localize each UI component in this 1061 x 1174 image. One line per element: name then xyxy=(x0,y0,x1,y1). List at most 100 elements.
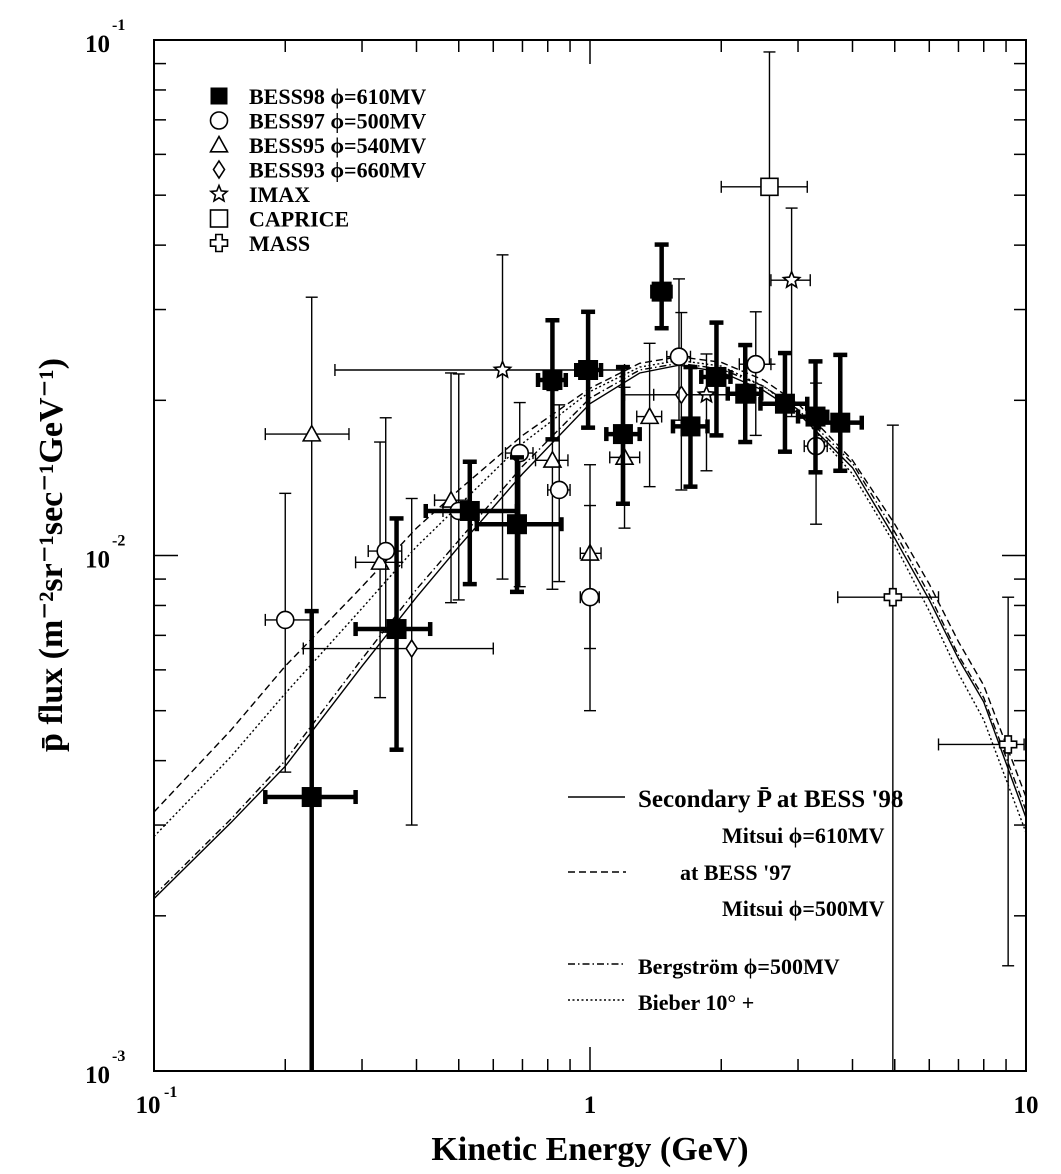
data-point xyxy=(535,317,569,442)
legend-item: BESS95 ϕ=540MV xyxy=(209,133,426,158)
legend-label: CAPRICE xyxy=(249,207,349,232)
data-point xyxy=(738,311,772,437)
open-star-marker xyxy=(696,384,717,404)
legend-label: BESS97 ϕ=500MV xyxy=(249,109,426,134)
filled-square-marker xyxy=(386,619,407,640)
filled-square-marker xyxy=(612,424,633,445)
legend-item: IMAX xyxy=(208,182,310,207)
y-axis-title: p̄ flux (m⁻²sr⁻¹sec⁻¹GeV⁻¹) xyxy=(33,358,70,752)
data-point xyxy=(474,455,564,595)
filled-square-marker xyxy=(542,370,563,391)
filled-square-marker xyxy=(301,787,322,808)
data-point xyxy=(423,459,520,587)
legend-label: MASS xyxy=(249,231,310,256)
data-point xyxy=(353,516,433,752)
data-point xyxy=(795,359,830,475)
legend-item: BESS97 ϕ=500MV xyxy=(209,109,426,134)
filled-square-marker xyxy=(680,416,701,437)
model-legend-sublabel: Mitsui ϕ=500MV xyxy=(722,896,885,921)
filled-square-marker xyxy=(651,281,672,302)
y-tick-exponent: -1 xyxy=(112,17,125,34)
legend-label: BESS93 ϕ=660MV xyxy=(249,158,426,183)
legend-item: CAPRICE xyxy=(209,207,349,232)
y-tick-label: 10 xyxy=(85,31,110,58)
data-point xyxy=(264,492,313,773)
model-legend-label: Secondary P̄ at BESS '98 xyxy=(638,786,903,813)
data-point xyxy=(547,404,571,583)
filled-square-marker xyxy=(506,514,527,535)
open-star-marker xyxy=(492,359,513,379)
open-triangle-marker xyxy=(370,552,390,570)
data-point xyxy=(623,311,749,491)
data-point xyxy=(604,364,642,507)
model-legend-label: at BESS '97 xyxy=(680,860,791,885)
data-point xyxy=(670,364,710,489)
data-point xyxy=(579,504,600,712)
model-legend-item: Secondary P̄ at BESS '98 Mitsui ϕ=610MV xyxy=(568,786,903,848)
filled-square-marker xyxy=(735,383,756,404)
data-point xyxy=(650,242,673,331)
model-legend-sublabel: Mitsui ϕ=610MV xyxy=(722,823,885,848)
open-circle-marker xyxy=(376,541,396,561)
data-point xyxy=(636,342,663,488)
legend-open-triangle-icon xyxy=(209,134,229,153)
open-triangle-marker xyxy=(542,450,563,468)
legend-filled-square-icon xyxy=(210,87,228,105)
data-point xyxy=(725,342,764,445)
legend-open-square-icon xyxy=(209,209,229,228)
model-legend-item: Bergström ϕ=500MV xyxy=(568,954,840,979)
legend-open-circle-icon xyxy=(209,111,229,130)
open-circle-marker xyxy=(549,480,569,500)
data-point xyxy=(837,424,940,1071)
legend-open-cross-icon xyxy=(209,233,229,253)
legend-label: BESS95 ϕ=540MV xyxy=(249,133,426,158)
data-point xyxy=(574,309,604,430)
y-tick-exponent: -3 xyxy=(112,1048,125,1065)
x-tick-label: 1 xyxy=(584,1092,597,1119)
axis-ticks xyxy=(153,40,1026,1072)
open-triangle-marker xyxy=(639,406,660,425)
data-point xyxy=(433,372,471,604)
x-axis-title: Kinetic Energy (GeV) xyxy=(431,1131,748,1168)
y-tick-label: 10 xyxy=(85,1062,110,1089)
legend-label: BESS98 ϕ=610MV xyxy=(249,84,426,109)
data-point xyxy=(816,352,864,474)
filled-square-marker xyxy=(459,500,480,521)
filled-square-marker xyxy=(578,360,599,381)
legend-open-star-icon xyxy=(208,183,230,203)
model-legend: Secondary P̄ at BESS '98 Mitsui ϕ=610MV at… xyxy=(568,786,903,1015)
model-legend-label: Bieber 10° + xyxy=(638,990,754,1015)
data-point xyxy=(653,353,757,472)
data-point xyxy=(504,401,534,588)
data-point xyxy=(937,596,1025,967)
model-legend-item: Bieber 10° + xyxy=(568,990,754,1015)
legend-label: IMAX xyxy=(249,182,310,207)
open-circle-marker xyxy=(746,354,766,374)
y-tick-exponent: -2 xyxy=(112,533,125,550)
legend-open-diamond-icon xyxy=(212,159,226,180)
data-point xyxy=(758,350,810,454)
model-legend-item: at BESS '97 Mitsui ϕ=500MV xyxy=(568,860,885,921)
data-point xyxy=(354,441,403,699)
legend-item: MASS xyxy=(209,231,310,256)
open-square-marker xyxy=(760,177,779,197)
y-tick-label: 10 xyxy=(85,547,110,574)
open-cross-marker xyxy=(998,735,1018,754)
open-diamond-marker xyxy=(405,638,419,659)
x-tick-label: 10 xyxy=(136,1092,161,1119)
filled-square-marker xyxy=(774,393,795,414)
data-point xyxy=(263,608,358,1071)
open-diamond-marker xyxy=(674,384,688,405)
data-point xyxy=(264,296,350,798)
open-circle-marker xyxy=(580,587,600,607)
filled-square-marker xyxy=(830,412,851,433)
legend-item: BESS98 ϕ=610MV xyxy=(210,84,426,109)
open-star-marker xyxy=(781,269,802,289)
data-point xyxy=(334,254,626,580)
model-legend-label: Bergström ϕ=500MV xyxy=(638,954,840,979)
data-points xyxy=(263,51,1025,1071)
filled-square-marker xyxy=(706,366,727,387)
data-point xyxy=(770,207,811,418)
